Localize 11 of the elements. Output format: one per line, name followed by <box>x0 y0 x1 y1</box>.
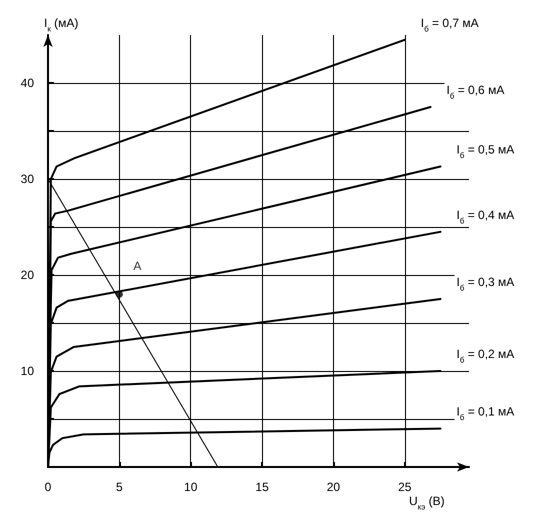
y-tick-label: 10 <box>20 364 34 378</box>
y-tick-label: 40 <box>20 76 34 90</box>
x-tick-label: 25 <box>398 480 412 494</box>
x-tick-label: 0 <box>44 480 52 494</box>
x-tick-label: 5 <box>116 480 124 494</box>
annotation: A <box>133 259 142 274</box>
x-tick-label: 15 <box>255 480 270 494</box>
x-tick-label: 10 <box>184 480 198 494</box>
y-tick-label: 20 <box>20 268 34 282</box>
y-tick-label: 30 <box>20 172 34 186</box>
x-tick-label: 20 <box>326 480 340 494</box>
